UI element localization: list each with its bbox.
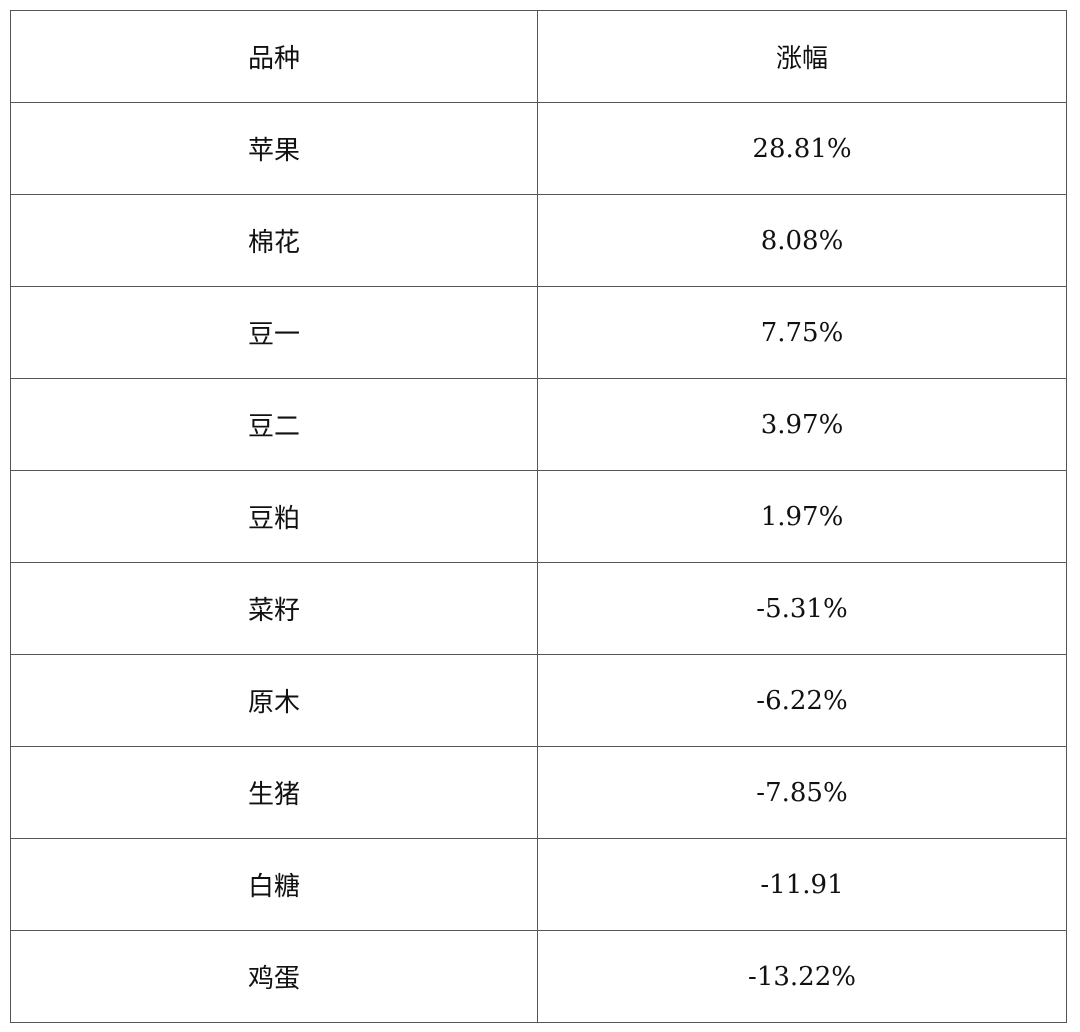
variety-cell: 菜籽	[10, 562, 538, 655]
variety-cell: 豆二	[10, 378, 538, 471]
table-row: 鸡蛋 -13.22%	[10, 930, 1067, 1023]
table-row: 豆一 7.75%	[10, 286, 1067, 379]
header-change: 涨幅	[537, 10, 1067, 103]
variety-cell: 白糖	[10, 838, 538, 931]
table-row: 豆二 3.97%	[10, 378, 1067, 471]
variety-cell: 原木	[10, 654, 538, 747]
change-cell: 1.97%	[537, 470, 1067, 563]
variety-cell: 棉花	[10, 194, 538, 287]
change-cell: 3.97%	[537, 378, 1067, 471]
change-cell: -11.91	[537, 838, 1067, 931]
table-row: 白糖 -11.91	[10, 838, 1067, 931]
price-change-table: 品种 涨幅 苹果 28.81% 棉花 8.08% 豆一 7.75% 豆二 3.97% 豆粕 1.9…	[10, 10, 1067, 1023]
table-row: 苹果 28.81%	[10, 102, 1067, 195]
change-cell: -6.22%	[537, 654, 1067, 747]
table-row: 棉花 8.08%	[10, 194, 1067, 287]
variety-cell: 鸡蛋	[10, 930, 538, 1023]
change-cell: -7.85%	[537, 746, 1067, 839]
change-cell: 7.75%	[537, 286, 1067, 379]
variety-cell: 豆一	[10, 286, 538, 379]
table-row: 生猪 -7.85%	[10, 746, 1067, 839]
header-row: 品种 涨幅	[10, 10, 1067, 103]
header-variety: 品种	[10, 10, 538, 103]
variety-cell: 生猪	[10, 746, 538, 839]
change-cell: -13.22%	[537, 930, 1067, 1023]
variety-cell: 苹果	[10, 102, 538, 195]
table-row: 豆粕 1.97%	[10, 470, 1067, 563]
table-row: 菜籽 -5.31%	[10, 562, 1067, 655]
change-cell: -5.31%	[537, 562, 1067, 655]
variety-cell: 豆粕	[10, 470, 538, 563]
change-cell: 8.08%	[537, 194, 1067, 287]
change-cell: 28.81%	[537, 102, 1067, 195]
table-row: 原木 -6.22%	[10, 654, 1067, 747]
